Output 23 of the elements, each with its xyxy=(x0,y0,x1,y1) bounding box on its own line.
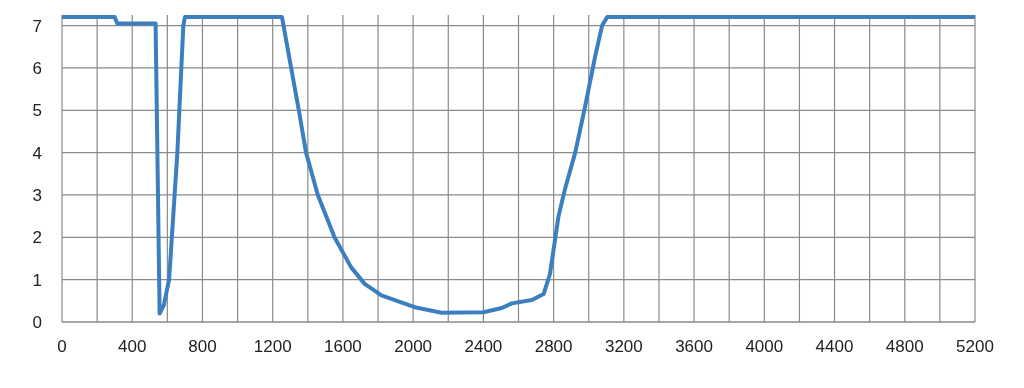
x-tick-label: 1600 xyxy=(324,337,362,357)
x-tick-label: 4400 xyxy=(815,337,854,357)
x-tick-label: 4000 xyxy=(745,337,784,357)
x-tick-label: 2000 xyxy=(394,337,433,357)
x-tick-label: 400 xyxy=(118,337,147,357)
y-tick-label: 7 xyxy=(32,16,42,36)
x-tick-label: 1200 xyxy=(253,337,292,357)
x-tick-label: 3200 xyxy=(604,337,643,357)
y-tick-label: 1 xyxy=(32,270,42,290)
y-tick-label: 4 xyxy=(32,143,42,163)
x-tick-label: 5200 xyxy=(956,337,994,357)
y-tick-label: 2 xyxy=(32,228,42,248)
x-tick-label: 2400 xyxy=(464,337,503,357)
y-tick-label: 0 xyxy=(32,313,42,333)
x-tick-label: 3600 xyxy=(675,337,713,357)
y-tick-label: 3 xyxy=(32,186,42,205)
x-tick-label: 800 xyxy=(188,337,217,357)
y-tick-label: 5 xyxy=(32,101,42,121)
x-tick-label: 2800 xyxy=(534,337,573,357)
x-tick-label: 4800 xyxy=(885,337,924,357)
line-series xyxy=(62,15,975,316)
x-tick-label: 0 xyxy=(57,337,67,357)
y-tick-label: 6 xyxy=(32,58,42,78)
